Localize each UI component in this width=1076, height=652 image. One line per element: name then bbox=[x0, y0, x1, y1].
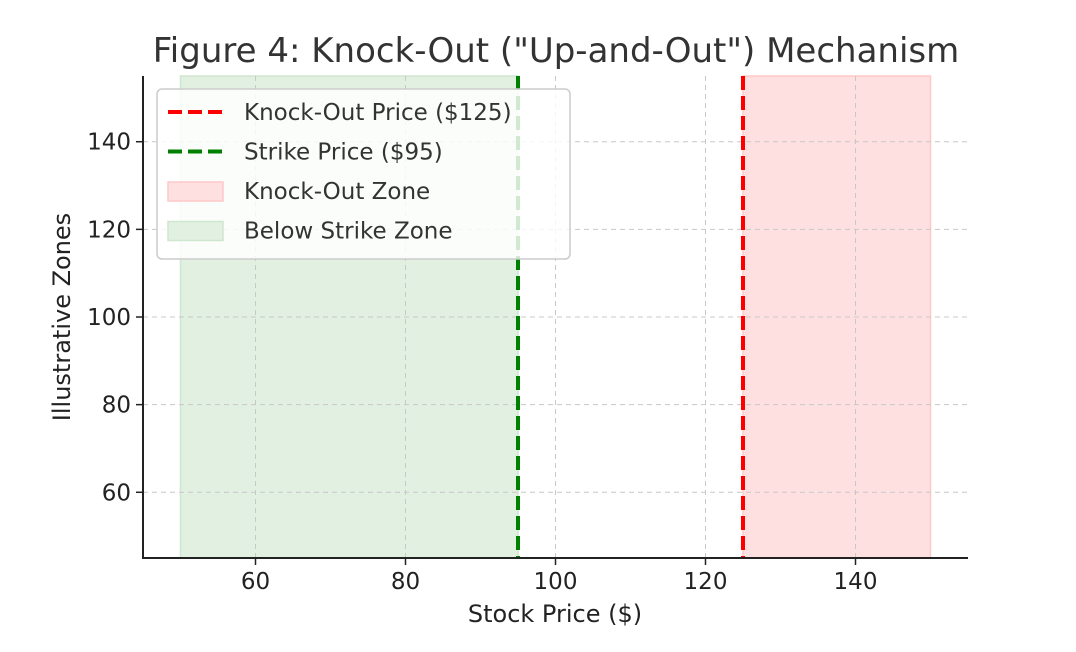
legend: Knock-Out Price ($125) Strike Price ($95)… bbox=[156, 88, 571, 260]
plot-area: 60 80 100 120 140 60 80 100 120 140 Knock-Out Pric… bbox=[87, 75, 968, 595]
legend-box bbox=[156, 88, 571, 260]
legend-label-knock-out-price-125: Knock-Out Price ($125) bbox=[244, 100, 512, 126]
x-tick-label: 100 bbox=[534, 569, 578, 595]
y-tick-label: 60 bbox=[102, 480, 131, 506]
y-tick-label: 80 bbox=[102, 393, 131, 419]
x-axis-label: Stock Price ($) bbox=[468, 600, 642, 628]
x-tick-label: 60 bbox=[241, 569, 270, 595]
legend-label-strike-price-95: Strike Price ($95) bbox=[244, 140, 443, 166]
x-tick-label: 140 bbox=[834, 569, 878, 595]
chart-title: Figure 4: Knock-Out ("Up-and-Out") Mecha… bbox=[153, 31, 960, 71]
legend-swatch-knock-out-zone bbox=[167, 181, 224, 202]
x-tick-label: 120 bbox=[684, 569, 728, 595]
legend-label-knock-out-zone: Knock-Out Zone bbox=[244, 179, 430, 205]
legend-swatch-below-strike-zone bbox=[167, 220, 224, 242]
legend-label-below-strike-zone: Below Strike Zone bbox=[244, 219, 453, 245]
x-tick-label: 80 bbox=[391, 569, 420, 595]
y-tick-label: 100 bbox=[87, 305, 131, 331]
y-tick-label: 120 bbox=[87, 217, 131, 243]
y-axis-label: Illustrative Zones bbox=[48, 213, 76, 421]
y-tick-label: 140 bbox=[87, 130, 131, 156]
